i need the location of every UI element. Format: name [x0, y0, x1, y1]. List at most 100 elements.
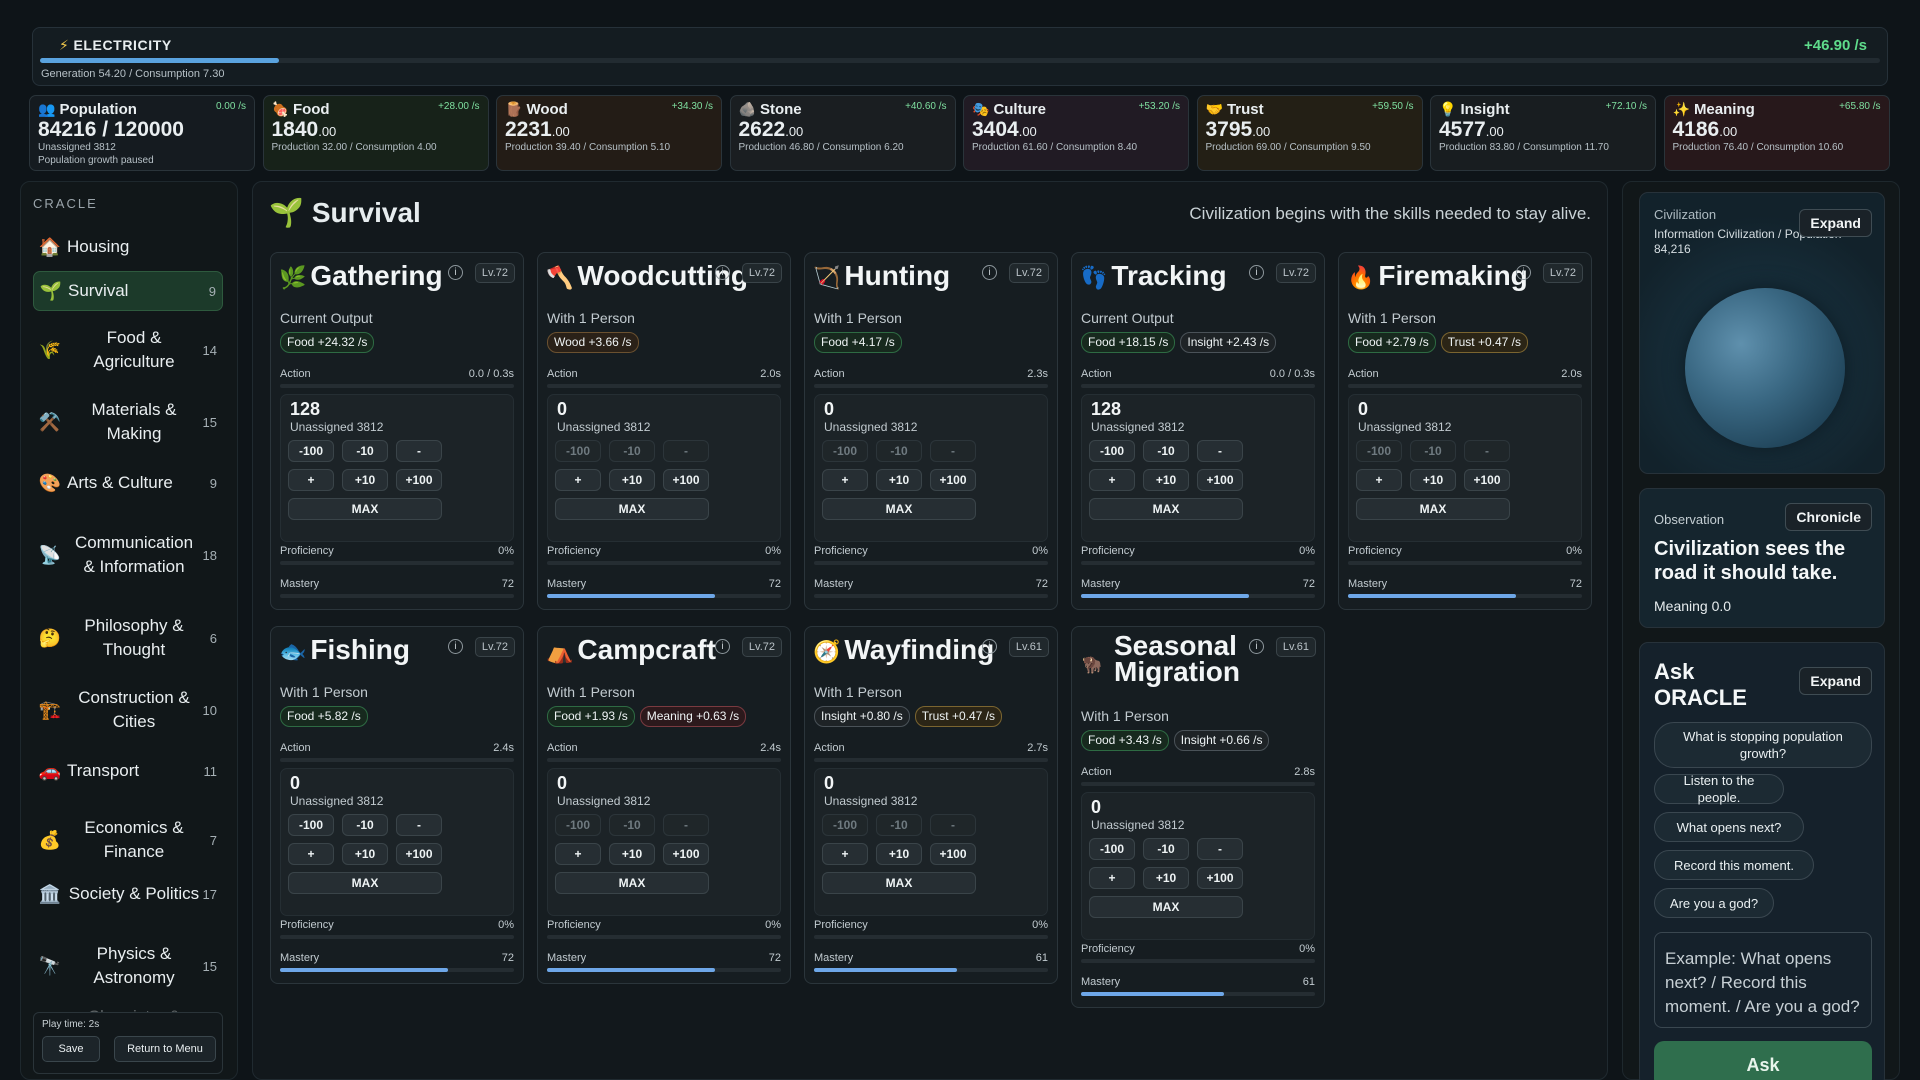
plus-10-button[interactable]: +10 [1410, 469, 1456, 491]
info-icon[interactable]: i [448, 265, 463, 280]
suggested-question[interactable]: What is stopping population growth? [1654, 722, 1872, 768]
minus-10-button[interactable]: -10 [342, 440, 388, 462]
sidebar-item-housing[interactable]: 🏠 Housing [33, 229, 223, 265]
minus-1-button[interactable]: - [663, 814, 709, 836]
info-icon[interactable]: i [1516, 265, 1531, 280]
plus-1-button[interactable]: + [1089, 867, 1135, 889]
max-button[interactable]: MAX [822, 872, 976, 894]
plus-100-button[interactable]: +100 [1197, 867, 1243, 889]
plus-100-button[interactable]: +100 [1464, 469, 1510, 491]
plus-10-button[interactable]: +10 [342, 843, 388, 865]
max-button[interactable]: MAX [288, 498, 442, 520]
minus-100-button[interactable]: -100 [1089, 838, 1135, 860]
minus-100-button[interactable]: -100 [822, 814, 868, 836]
minus-100-button[interactable]: -100 [822, 440, 868, 462]
action-progress [1348, 384, 1582, 388]
info-icon[interactable]: i [982, 639, 997, 654]
plus-100-button[interactable]: +100 [663, 469, 709, 491]
chronicle-button[interactable]: Chronicle [1785, 503, 1872, 531]
sidebar-item-communication-information[interactable]: 📡 Communication & Information 18 [33, 513, 223, 597]
plus-10-button[interactable]: +10 [609, 469, 655, 491]
save-button[interactable]: Save [42, 1036, 100, 1062]
sidebar-item-survival[interactable]: 🌱 Survival 9 [33, 271, 223, 311]
minus-100-button[interactable]: -100 [1356, 440, 1402, 462]
mastery-bar [1081, 992, 1315, 996]
minus-1-button[interactable]: - [1197, 440, 1243, 462]
plus-100-button[interactable]: +100 [1197, 469, 1243, 491]
sidebar-item-arts-culture[interactable]: 🎨 Arts & Culture 9 [33, 463, 223, 503]
skill-icon: 🧭 [813, 639, 841, 664]
minus-100-button[interactable]: -100 [555, 440, 601, 462]
plus-10-button[interactable]: +10 [876, 469, 922, 491]
plus-1-button[interactable]: + [555, 469, 601, 491]
info-icon[interactable]: i [982, 265, 997, 280]
minus-100-button[interactable]: -100 [1089, 440, 1135, 462]
suggested-question[interactable]: Listen to the people. [1654, 773, 1784, 805]
ask-button[interactable]: Ask [1654, 1041, 1872, 1080]
plus-1-button[interactable]: + [822, 843, 868, 865]
info-icon[interactable]: i [1249, 639, 1264, 654]
info-icon[interactable]: i [715, 639, 730, 654]
plus-100-button[interactable]: +100 [930, 843, 976, 865]
minus-1-button[interactable]: - [1197, 838, 1243, 860]
minus-1-button[interactable]: - [930, 440, 976, 462]
mastery-value: 72 [768, 578, 781, 590]
sidebar-item-materials-making[interactable]: ⚒️ Materials & Making 15 [33, 391, 223, 453]
minus-10-button[interactable]: -10 [609, 440, 655, 462]
sidebar-item-economics-finance[interactable]: 💰 Economics & Finance 7 [33, 809, 223, 871]
sidebar-item-physics-astronomy[interactable]: 🔭 Physics & Astronomy 15 [33, 935, 223, 997]
plus-1-button[interactable]: + [822, 469, 868, 491]
info-icon[interactable]: i [1249, 265, 1264, 280]
plus-10-button[interactable]: +10 [1143, 469, 1189, 491]
plus-100-button[interactable]: +100 [396, 469, 442, 491]
minus-1-button[interactable]: - [1464, 440, 1510, 462]
info-icon[interactable]: i [448, 639, 463, 654]
sidebar-item-transport[interactable]: 🚗 Transport 11 [33, 751, 223, 791]
minus-100-button[interactable]: -100 [555, 814, 601, 836]
return-to-menu-button[interactable]: Return to Menu [114, 1036, 216, 1062]
max-button[interactable]: MAX [288, 872, 442, 894]
max-button[interactable]: MAX [555, 872, 709, 894]
sidebar-item-food-agriculture[interactable]: 🌾 Food & Agriculture 14 [33, 319, 223, 381]
minus-100-button[interactable]: -100 [288, 814, 334, 836]
plus-1-button[interactable]: + [288, 843, 334, 865]
minus-10-button[interactable]: -10 [876, 440, 922, 462]
minus-10-button[interactable]: -10 [876, 814, 922, 836]
plus-1-button[interactable]: + [288, 469, 334, 491]
minus-10-button[interactable]: -10 [1143, 838, 1189, 860]
suggested-question[interactable]: Are you a god? [1654, 888, 1774, 918]
plus-10-button[interactable]: +10 [342, 469, 388, 491]
max-button[interactable]: MAX [1089, 896, 1243, 918]
minus-1-button[interactable]: - [396, 440, 442, 462]
minus-10-button[interactable]: -10 [609, 814, 655, 836]
plus-100-button[interactable]: +100 [663, 843, 709, 865]
max-button[interactable]: MAX [555, 498, 709, 520]
minus-1-button[interactable]: - [663, 440, 709, 462]
minus-1-button[interactable]: - [396, 814, 442, 836]
plus-100-button[interactable]: +100 [930, 469, 976, 491]
sidebar-item-society-politics[interactable]: 🏛️ Society & Politics 17 [33, 863, 223, 925]
minus-10-button[interactable]: -10 [1410, 440, 1456, 462]
civilization-expand-button[interactable]: Expand [1799, 209, 1872, 237]
question-input[interactable]: Example: What opens next? / Record this … [1654, 932, 1872, 1028]
plus-100-button[interactable]: +100 [396, 843, 442, 865]
info-icon[interactable]: i [715, 265, 730, 280]
plus-10-button[interactable]: +10 [1143, 867, 1189, 889]
suggested-question[interactable]: What opens next? [1654, 812, 1804, 842]
plus-10-button[interactable]: +10 [876, 843, 922, 865]
minus-10-button[interactable]: -10 [342, 814, 388, 836]
sidebar-item-philosophy-thought[interactable]: 🤔 Philosophy & Thought 6 [33, 607, 223, 669]
sidebar-item-construction-cities[interactable]: 🏗️ Construction & Cities 10 [33, 679, 223, 741]
minus-100-button[interactable]: -100 [288, 440, 334, 462]
max-button[interactable]: MAX [1356, 498, 1510, 520]
minus-1-button[interactable]: - [930, 814, 976, 836]
plus-1-button[interactable]: + [555, 843, 601, 865]
max-button[interactable]: MAX [1089, 498, 1243, 520]
plus-1-button[interactable]: + [1356, 469, 1402, 491]
plus-1-button[interactable]: + [1089, 469, 1135, 491]
suggested-question[interactable]: Record this moment. [1654, 850, 1814, 880]
minus-10-button[interactable]: -10 [1143, 440, 1189, 462]
max-button[interactable]: MAX [822, 498, 976, 520]
plus-10-button[interactable]: +10 [609, 843, 655, 865]
ask-expand-button[interactable]: Expand [1799, 667, 1872, 695]
